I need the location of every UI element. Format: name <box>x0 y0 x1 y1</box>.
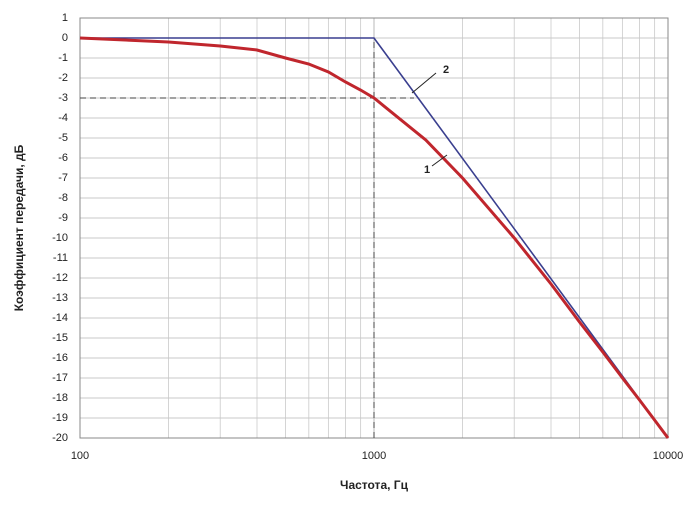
y-tick-label: -11 <box>53 252 68 264</box>
curve-label: 2 <box>443 64 449 76</box>
y-tick-label: -17 <box>52 372 68 384</box>
y-tick-label: -16 <box>52 352 68 364</box>
x-tick-label: 1000 <box>362 450 386 462</box>
x-axis-label: Частота, Гц <box>340 478 409 492</box>
y-tick-label: -10 <box>52 232 68 244</box>
y-tick-label: 1 <box>62 12 68 24</box>
y-tick-label: -19 <box>52 412 68 424</box>
series-line <box>80 37 669 439</box>
y-axis-label: Коэффициент передачи, дБ <box>12 144 26 311</box>
y-tick-label: -15 <box>52 332 68 344</box>
y-tick-label: -12 <box>52 272 68 284</box>
y-tick-label: -3 <box>58 92 68 104</box>
y-tick-label: -13 <box>52 292 68 304</box>
y-tick-label: -7 <box>58 172 68 184</box>
y-tick-label: -1 <box>58 52 68 64</box>
leader-line <box>431 154 448 167</box>
y-tick-label: -9 <box>58 212 68 224</box>
y-tick-label: 0 <box>62 32 68 44</box>
x-tick-label: 10000 <box>653 450 684 462</box>
y-tick-label: -5 <box>58 132 68 144</box>
series-line <box>79 36 670 439</box>
leader-line <box>411 72 437 94</box>
y-tick-label: -14 <box>52 312 68 324</box>
y-tick-label: -4 <box>58 112 68 124</box>
curve-label: 1 <box>424 164 430 176</box>
y-tick-label: -18 <box>52 392 68 404</box>
y-tick-label: -2 <box>58 72 68 84</box>
y-tick-label: -8 <box>58 192 68 204</box>
y-tick-label: -6 <box>58 152 68 164</box>
y-tick-label: -20 <box>52 432 68 444</box>
x-tick-label: 100 <box>71 450 89 462</box>
